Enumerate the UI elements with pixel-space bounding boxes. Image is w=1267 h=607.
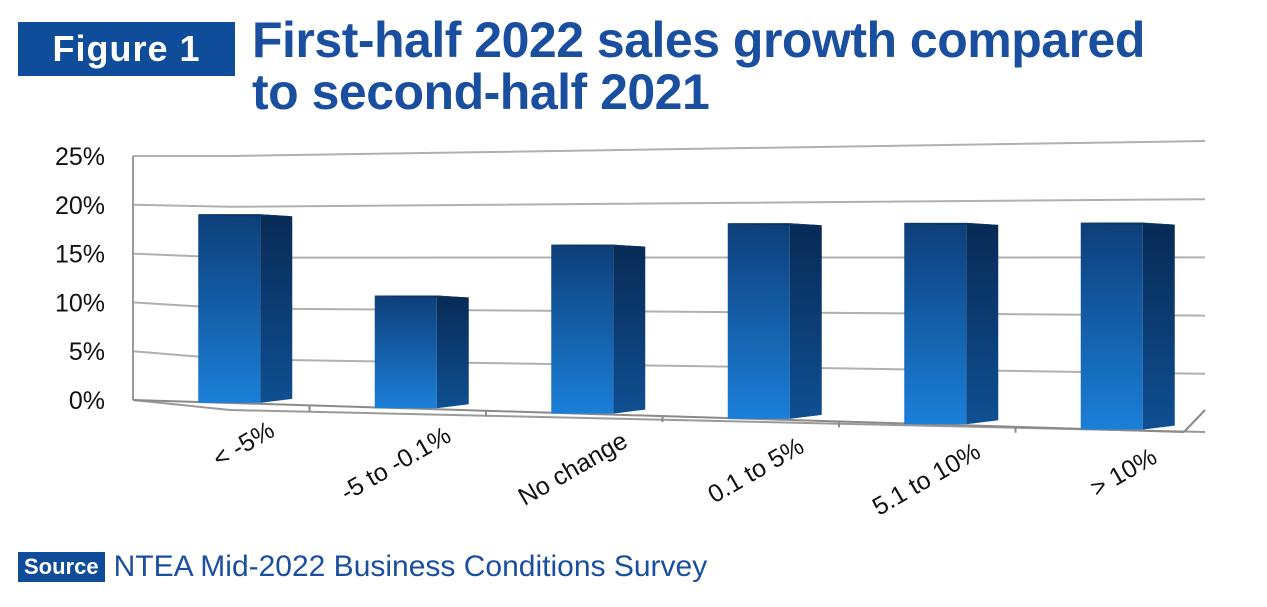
floor-edge <box>1183 409 1206 433</box>
bar-chart: 0% 5% 10% 15% 20% 25% < -5% -5 to -0.1% No chan… <box>55 140 1206 521</box>
y-tick-label: 0% <box>69 387 105 415</box>
y-tick-label: 25% <box>55 143 105 171</box>
x-tick-label: No change <box>514 427 633 512</box>
y-tick-label: 20% <box>55 192 105 220</box>
y-tick-label: 15% <box>55 241 105 269</box>
x-tick-label: > 10% <box>1086 443 1162 503</box>
gridline <box>132 252 1206 259</box>
chart-title-line-1: First-half 2022 sales growth compared <box>252 12 1145 68</box>
source-text: NTEA Mid-2022 Business Conditions Survey <box>113 550 708 583</box>
bar <box>1080 222 1175 430</box>
x-axis-line <box>132 399 1185 433</box>
bar <box>198 214 293 403</box>
y-axis-ticks: 0% 5% 10% 15% 20% 25% <box>55 143 105 415</box>
bars <box>198 214 1175 430</box>
gridline <box>132 350 1206 375</box>
x-tick-label: 0.1 to 5% <box>703 432 808 509</box>
x-tick-label: -5 to -0.1% <box>336 421 456 506</box>
chart-title: First-half 2022 sales growth compared to… <box>252 14 1252 118</box>
figure-label: Figure 1 <box>18 22 235 76</box>
grid-layer <box>132 140 1206 433</box>
gridline <box>132 399 1206 433</box>
bar <box>374 295 469 409</box>
y-tick-label: 5% <box>69 338 105 366</box>
bar <box>551 244 646 414</box>
gridline <box>132 198 1206 208</box>
y-tick-label: 10% <box>55 289 105 317</box>
source-line: Source NTEA Mid-2022 Business Conditions… <box>18 550 707 584</box>
gridline <box>132 301 1206 317</box>
source-label: Source <box>18 552 105 582</box>
gridline <box>133 140 1206 157</box>
x-axis-labels: < -5% -5 to -0.1% No change 0.1 to 5% 5.1 to… <box>208 416 1162 521</box>
x-tick-label: < -5% <box>208 416 279 473</box>
chart-title-line-2: to second-half 2021 <box>252 64 710 120</box>
bar <box>904 222 999 425</box>
bar <box>727 223 822 419</box>
x-tick-label: 5.1 to 10% <box>868 437 986 521</box>
